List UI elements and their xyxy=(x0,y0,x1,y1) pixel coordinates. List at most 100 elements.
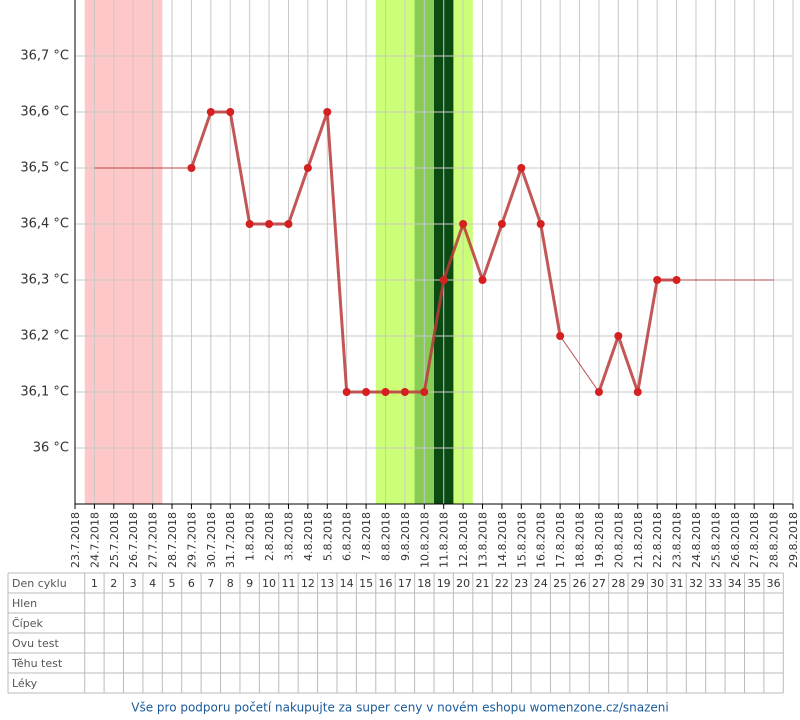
cycle-day: 23 xyxy=(514,577,528,590)
x-tick-label: 22.8.2018 xyxy=(651,512,664,568)
x-tick-label: 21.8.2018 xyxy=(632,512,645,568)
x-tick-label: 29.7.2018 xyxy=(185,512,198,568)
y-tick-label: 36,1 °C xyxy=(20,385,69,400)
temperature-point xyxy=(381,388,390,396)
labels-layer: 23.7.2018 24.7.2018 25.7.2018 26.7.2018 27.7… xyxy=(11,49,800,691)
y-tick-label: 36 °C xyxy=(33,441,69,456)
grid-layer xyxy=(7,0,794,694)
cycle-day: 6 xyxy=(188,577,195,590)
footer-link[interactable]: Vše pro podporu početí nakupujte za supe… xyxy=(131,701,668,715)
row-label: Čípek xyxy=(12,617,43,630)
x-tick-label: 23.8.2018 xyxy=(671,512,684,568)
cycle-day: 3 xyxy=(130,577,137,590)
cycle-day: 29 xyxy=(631,577,645,590)
cycle-day: 16 xyxy=(378,577,392,590)
x-tick-label: 16.8.2018 xyxy=(535,512,548,568)
temperature-point xyxy=(459,220,468,228)
row-label: Těhu test xyxy=(11,657,63,670)
cycle-day: 9 xyxy=(246,577,253,590)
cycle-day: 25 xyxy=(553,577,567,590)
temperature-point xyxy=(245,220,254,228)
x-tick-label: 20.8.2018 xyxy=(612,512,625,568)
x-tick-label: 26.8.2018 xyxy=(729,512,742,568)
x-tick-label: 14.8.2018 xyxy=(496,512,509,568)
temperature-point xyxy=(420,388,429,396)
x-tick-label: 10.8.2018 xyxy=(418,512,431,568)
temperature-point xyxy=(439,276,448,284)
temperature-point xyxy=(517,164,526,172)
temperature-point xyxy=(594,388,603,396)
cycle-day: 14 xyxy=(340,577,354,590)
cycle-day: 31 xyxy=(670,577,684,590)
x-tick-label: 11.8.2018 xyxy=(438,512,451,568)
x-tick-label: 31.7.2018 xyxy=(224,512,237,568)
x-tick-label: 30.7.2018 xyxy=(205,512,218,568)
x-tick-label: 9.8.2018 xyxy=(399,512,412,561)
x-tick-label: 19.8.2018 xyxy=(593,512,606,568)
temperature-point xyxy=(323,108,332,116)
x-tick-label: 28.7.2018 xyxy=(166,512,179,568)
temperature-point xyxy=(284,220,293,228)
temperature-point xyxy=(556,332,565,340)
marks-layer xyxy=(187,108,681,396)
row-label: Léky xyxy=(12,677,38,690)
x-tick-label: 17.8.2018 xyxy=(554,512,567,568)
temperature-point xyxy=(497,220,506,228)
x-tick-label: 12.8.2018 xyxy=(457,512,470,568)
cycle-day: 18 xyxy=(417,577,431,590)
cycle-day: 32 xyxy=(689,577,703,590)
temperature-point xyxy=(303,164,312,172)
cycle-day: 27 xyxy=(592,577,606,590)
cycle-day: 15 xyxy=(359,577,373,590)
x-tick-label: 24.7.2018 xyxy=(88,512,101,568)
temperature-point xyxy=(362,388,371,396)
temperature-point xyxy=(614,332,623,340)
row-label: Den cyklu xyxy=(12,577,67,590)
cycle-day: 34 xyxy=(728,577,742,590)
cycle-day: 17 xyxy=(398,577,412,590)
x-tick-label: 27.7.2018 xyxy=(147,512,160,568)
cycle-day: 36 xyxy=(767,577,781,590)
x-tick-label: 26.7.2018 xyxy=(127,512,140,568)
temperature-point xyxy=(342,388,351,396)
x-tick-label: 13.8.2018 xyxy=(477,512,490,568)
temperature-point xyxy=(187,164,196,172)
x-tick-label: 23.7.2018 xyxy=(69,512,82,568)
temperature-point xyxy=(536,220,545,228)
x-tick-label: 24.8.2018 xyxy=(690,512,703,568)
cycle-day: 8 xyxy=(227,577,234,590)
temperature-point xyxy=(653,276,662,284)
x-tick-label: 3.8.2018 xyxy=(282,512,295,561)
cycle-day: 21 xyxy=(476,577,490,590)
cycle-day: 26 xyxy=(573,577,587,590)
cycle-day: 24 xyxy=(534,577,548,590)
x-tick-label: 6.8.2018 xyxy=(341,512,354,561)
cycle-day: 33 xyxy=(708,577,722,590)
fertility-band xyxy=(84,0,163,504)
cycle-day: 4 xyxy=(149,577,156,590)
x-tick-label: 2.8.2018 xyxy=(263,512,276,561)
y-tick-label: 36,2 °C xyxy=(20,329,69,344)
row-label: Hlen xyxy=(12,597,37,610)
bands-layer xyxy=(84,0,473,504)
x-tick-label: 15.8.2018 xyxy=(515,512,528,568)
temperature-point xyxy=(400,388,409,396)
cycle-day: 12 xyxy=(301,577,315,590)
temperature-point xyxy=(265,220,274,228)
cycle-day: 13 xyxy=(320,577,334,590)
cycle-day: 20 xyxy=(456,577,470,590)
y-tick-label: 36,4 °C xyxy=(20,217,69,232)
temperature-point xyxy=(672,276,681,284)
cycle-day: 28 xyxy=(611,577,625,590)
temperature-point xyxy=(478,276,487,284)
cycle-day: 35 xyxy=(747,577,761,590)
cycle-day: 7 xyxy=(207,577,214,590)
y-tick-label: 36,7 °C xyxy=(20,49,69,64)
cycle-day: 19 xyxy=(437,577,451,590)
x-tick-label: 25.8.2018 xyxy=(709,512,722,568)
cycle-day: 30 xyxy=(650,577,664,590)
x-tick-label: 28.8.2018 xyxy=(768,512,781,568)
x-tick-label: 1.8.2018 xyxy=(244,512,257,561)
cycle-day: 2 xyxy=(110,577,117,590)
